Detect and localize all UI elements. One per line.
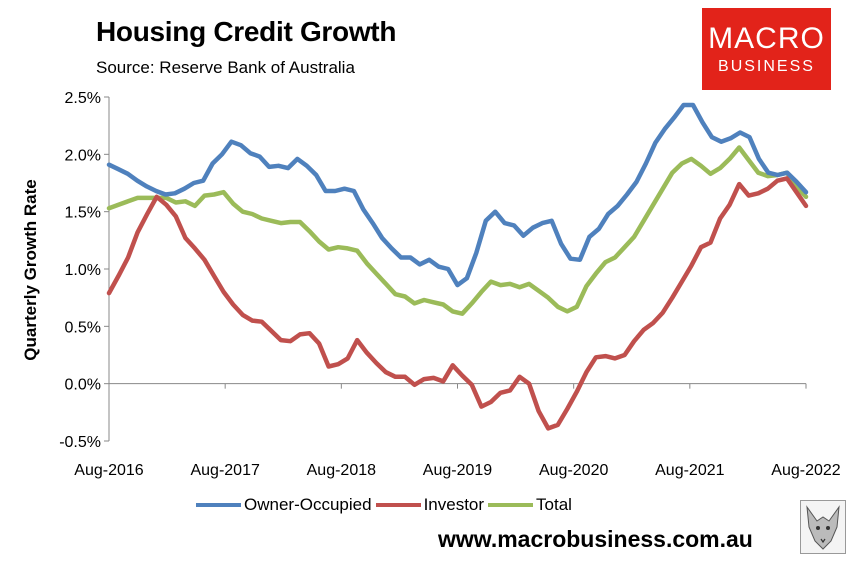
x-tick-label: Aug-2019 — [423, 462, 492, 479]
y-tick-label: 2.5% — [65, 90, 101, 107]
fox-logo — [800, 500, 846, 554]
chart-legend: Owner-Occupied Investor Total — [196, 495, 572, 515]
y-tick-label: -0.5% — [59, 434, 101, 451]
legend-label: Investor — [423, 495, 485, 514]
x-tick-label: Aug-2022 — [771, 462, 840, 479]
chart-ticks: -0.5% 0.0% 0.5% 1.0% 1.5% 2.0% 2.5% Aug-2016 Aug… — [59, 90, 841, 479]
chart-series — [106, 102, 809, 431]
legend-swatch — [488, 503, 534, 507]
logo-line-2: BUSINESS — [718, 58, 815, 75]
legend-item-owner-occupied: Owner-Occupied — [196, 495, 372, 515]
legend-item-total: Total — [488, 495, 572, 515]
legend-label: Total — [536, 495, 572, 514]
legend-item-investor: Investor — [375, 495, 485, 515]
website-url[interactable]: www.macrobusiness.com.au — [438, 526, 753, 552]
y-tick-label: 1.5% — [65, 205, 101, 222]
legend-label: Owner-Occupied — [244, 495, 372, 514]
x-tick-label: Aug-2021 — [655, 462, 724, 479]
x-tick-label: Aug-2020 — [539, 462, 608, 479]
y-tick-label: 0.0% — [65, 377, 101, 394]
logo-line-1: MACRO — [708, 22, 825, 55]
macrobusiness-logo: MACRO BUSINESS — [702, 8, 831, 90]
x-tick-label: Aug-2017 — [190, 462, 259, 479]
series-line-investor — [106, 176, 809, 431]
y-tick-label: 2.0% — [65, 147, 101, 164]
chart-axes — [108, 97, 806, 441]
y-tick-label: 0.5% — [65, 319, 101, 336]
y-axis-label: Quarterly Growth Rate — [21, 179, 40, 360]
fox-icon — [806, 505, 840, 550]
y-tick-label: 1.0% — [65, 262, 101, 279]
legend-swatch — [375, 503, 421, 507]
series-line-total — [106, 145, 809, 316]
chart-source: Source: Reserve Bank of Australia — [96, 58, 355, 77]
series-line-owner-occupied — [106, 102, 809, 288]
x-tick-label: Aug-2018 — [307, 462, 376, 479]
chart-title: Housing Credit Growth — [96, 16, 397, 47]
legend-swatch — [196, 503, 241, 507]
x-tick-label: Aug-2016 — [74, 462, 143, 479]
